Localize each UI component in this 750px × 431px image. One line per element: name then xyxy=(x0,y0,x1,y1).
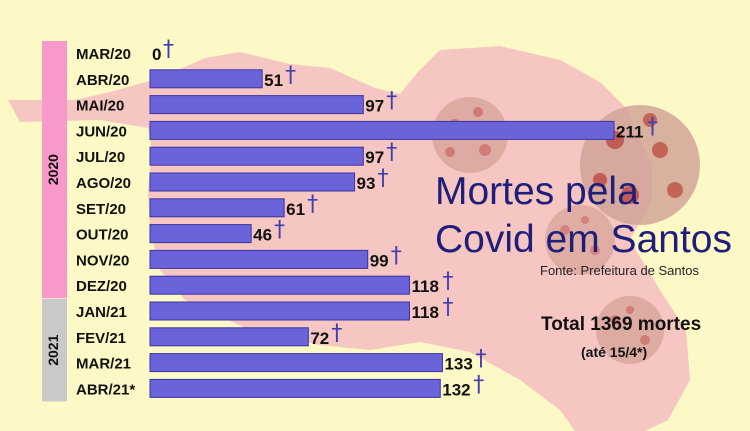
santos-map-shape xyxy=(8,46,690,431)
date-note: (até 15/4*) xyxy=(581,344,648,360)
value-label: 51 xyxy=(264,71,283,90)
value-label: 211 xyxy=(616,122,643,141)
value-label: 133 xyxy=(444,355,472,374)
bar xyxy=(149,172,356,192)
bar xyxy=(149,120,615,140)
cross-icon: † xyxy=(331,321,342,346)
value-label: 132 xyxy=(442,380,470,399)
bar xyxy=(149,249,369,269)
chart-title-line-1: Mortes pela xyxy=(435,170,639,213)
category-label: JAN/21 xyxy=(76,304,127,321)
cross-icon: † xyxy=(274,218,285,243)
coronavirus-icon xyxy=(545,205,615,275)
category-label: OUT/20 xyxy=(76,227,129,244)
year-label: 2020 xyxy=(45,154,61,185)
cross-icon: † xyxy=(473,372,484,397)
bar xyxy=(149,224,252,244)
value-label: 72 xyxy=(310,329,329,348)
value-label: 97 xyxy=(365,148,384,167)
cross-icon: † xyxy=(285,63,296,88)
value-label: 61 xyxy=(286,200,305,219)
cross-icon: † xyxy=(647,114,658,139)
category-label: MAR/20 xyxy=(76,46,131,63)
cross-icon: † xyxy=(378,166,389,191)
bar xyxy=(149,198,285,218)
category-label: NOV/20 xyxy=(76,252,129,269)
cross-icon: † xyxy=(386,140,397,165)
cross-icon: † xyxy=(386,89,397,114)
value-label: 0 xyxy=(152,45,161,64)
cross-icon: † xyxy=(475,347,486,372)
bar xyxy=(149,353,443,373)
category-label: JUL/20 xyxy=(76,149,125,166)
cross-icon: † xyxy=(307,192,318,217)
category-label: SET/20 xyxy=(76,201,126,218)
category-label: FEV/21 xyxy=(76,330,126,347)
bar xyxy=(149,275,410,295)
value-label: 118 xyxy=(411,303,438,322)
cross-icon: † xyxy=(391,243,402,268)
value-label: 99 xyxy=(370,251,389,270)
total-deaths: Total 1369 mortes xyxy=(541,314,702,335)
value-label: 118 xyxy=(411,277,438,296)
cross-icon: † xyxy=(442,295,453,320)
chart-title-line-2: Covid em Santos xyxy=(435,218,732,261)
bar xyxy=(149,327,309,347)
year-band xyxy=(42,41,67,299)
value-label: 97 xyxy=(365,97,384,116)
chart-source: Fonte: Prefeitura de Santos xyxy=(540,263,699,278)
bar xyxy=(149,69,263,89)
bar xyxy=(149,146,364,166)
category-label: JUN/20 xyxy=(76,123,127,140)
cross-icon: † xyxy=(442,269,453,294)
bar xyxy=(149,301,410,321)
category-label: ABR/20 xyxy=(76,72,129,89)
year-band xyxy=(42,299,67,402)
cross-icon: † xyxy=(163,37,174,62)
bar xyxy=(149,95,364,115)
category-label: MAR/21 xyxy=(76,356,131,373)
category-label: DEZ/20 xyxy=(76,278,127,295)
category-label: MAI/20 xyxy=(76,98,124,115)
year-label: 2021 xyxy=(45,334,61,365)
value-label: 93 xyxy=(357,174,376,193)
category-label: ABR/21* xyxy=(76,381,135,398)
value-label: 46 xyxy=(253,226,272,245)
coronavirus-icon xyxy=(596,296,664,364)
category-label: AGO/20 xyxy=(76,175,131,192)
bar xyxy=(149,378,441,398)
